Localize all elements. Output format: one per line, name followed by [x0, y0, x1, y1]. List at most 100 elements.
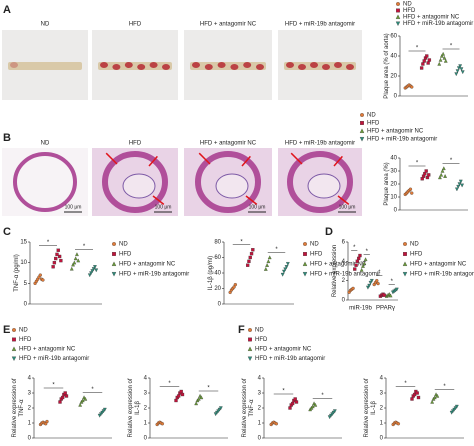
arrow [198, 152, 211, 165]
legend-marker [12, 337, 16, 342]
sig-star: * [47, 240, 50, 246]
plaque-tissue [122, 173, 156, 199]
point [422, 59, 426, 63]
point [78, 402, 83, 407]
point [394, 287, 399, 292]
y-tick-label: 60 [390, 34, 397, 40]
y-axis-label: TNF-α (pg/ml) [14, 254, 20, 291]
legend-label: ND [410, 242, 419, 248]
aorta-strip [284, 62, 356, 70]
plaque-tissue [215, 173, 249, 199]
legend-marker [359, 137, 365, 142]
point [460, 70, 465, 75]
y-axis-label-line: TNF-α (pg/ml) [14, 254, 20, 291]
legend-marker [11, 356, 17, 361]
plaque [334, 62, 342, 68]
legend-marker [402, 261, 408, 266]
point [355, 259, 360, 263]
sig-star: * [391, 279, 394, 285]
legend-marker [396, 8, 400, 13]
point [75, 252, 79, 257]
point [368, 280, 373, 285]
point [441, 51, 446, 56]
point [55, 252, 59, 257]
point [38, 273, 42, 277]
point [294, 400, 299, 404]
point [410, 191, 414, 195]
point [160, 422, 165, 426]
point [369, 279, 374, 283]
panel-label: E [3, 324, 10, 336]
legend-marker [403, 242, 407, 246]
point [45, 419, 49, 424]
y-axis-label-line: Relative expression of [364, 378, 370, 437]
y-tick-label: 40 [214, 271, 221, 277]
plaque [10, 62, 18, 68]
point [64, 394, 69, 398]
point [233, 282, 238, 287]
plaque [230, 64, 239, 70]
y-axis-label-line: Plaque area (% of aorta) [384, 33, 390, 98]
y-tick-label: 2 [28, 406, 32, 412]
y-tick-label: 1 [258, 421, 262, 427]
arrow [337, 195, 350, 205]
point [427, 173, 431, 177]
legend-label: HFD [403, 8, 416, 14]
legend-marker [402, 272, 408, 277]
y-tick-label: 6 [342, 240, 346, 246]
point [174, 398, 178, 403]
point [251, 248, 255, 252]
sig-star: * [450, 158, 453, 164]
legend-label: HFD + antagomir NC [410, 262, 467, 268]
point [176, 394, 181, 398]
point [375, 279, 379, 283]
y-tick-label: 20 [390, 74, 397, 80]
image-label: HFD [129, 22, 142, 28]
point [267, 255, 272, 260]
point [440, 168, 445, 173]
y-tick-label: 3 [380, 391, 384, 397]
point [332, 409, 337, 414]
point [458, 64, 463, 69]
legend-label: HFD + antagomir NC [367, 129, 424, 135]
point [376, 281, 380, 286]
point [443, 174, 447, 178]
legend-label: HFD [119, 252, 132, 258]
point [435, 393, 440, 398]
point [443, 58, 448, 63]
arrow [290, 152, 303, 165]
y-axis-label: Relative expression ofIL-1β [128, 378, 141, 437]
point [367, 283, 372, 288]
point [362, 261, 367, 265]
point [426, 61, 430, 65]
legend-marker [302, 261, 308, 266]
y-tick-label: 0 [218, 302, 222, 308]
plaque [112, 64, 121, 70]
y-tick-label: 15 [20, 240, 27, 246]
point [60, 395, 65, 400]
point [54, 256, 58, 261]
y-tick-label: 2 [144, 406, 148, 412]
plaque [322, 64, 330, 70]
image-label: HFD + miR-19b antagomir [285, 141, 355, 147]
sig-star: * [207, 386, 210, 392]
point [245, 263, 250, 267]
point [454, 72, 459, 77]
sig-star: * [321, 393, 324, 399]
panel-label: F [238, 324, 245, 336]
legend-marker [396, 2, 400, 6]
legend-label: ND [310, 242, 319, 248]
plaque [192, 62, 200, 68]
point [247, 259, 251, 264]
point [456, 184, 461, 189]
y-tick-label: 20 [390, 182, 397, 188]
y-tick-label: 2 [380, 406, 384, 412]
vessel-wall [287, 151, 353, 213]
legend-label: ND [119, 242, 128, 248]
y-axis-label: Plaque area (%) [384, 162, 390, 205]
legend-marker [12, 328, 16, 332]
sig-star: * [416, 161, 419, 167]
legend-label: ND [255, 328, 264, 334]
point [455, 187, 459, 192]
legend-marker [403, 252, 407, 256]
